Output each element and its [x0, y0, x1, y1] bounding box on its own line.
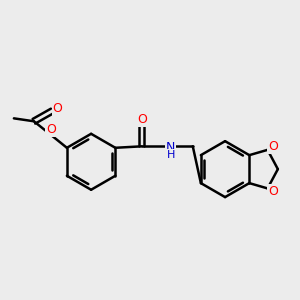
Text: O: O [268, 140, 278, 153]
Text: O: O [268, 185, 278, 198]
Text: O: O [46, 123, 56, 136]
Text: N: N [166, 141, 175, 154]
Text: O: O [137, 113, 147, 126]
Text: O: O [52, 102, 62, 115]
Text: H: H [167, 150, 175, 160]
